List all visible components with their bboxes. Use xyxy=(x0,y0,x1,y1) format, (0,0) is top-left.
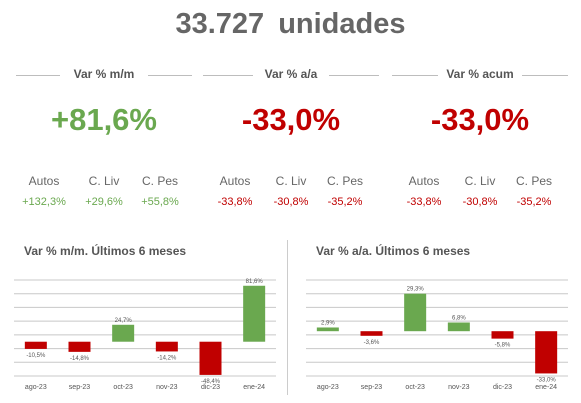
chart-title: Var % a/a. Últimos 6 meses xyxy=(316,244,471,258)
data-label: 24,7% xyxy=(115,318,133,324)
bar-chart-mm: -10,5% ago-23 -14,8% sep-23 24,7% oct-23 -14,2… xyxy=(14,279,276,391)
charts-divider xyxy=(287,240,288,395)
data-label: -5,8% xyxy=(495,343,511,349)
bar-nov-23 xyxy=(447,322,470,332)
breakdown-label-cpes: C. Pes xyxy=(141,174,178,188)
x-tick-label: nov-23 xyxy=(448,384,470,391)
kpi-value: -33,0% xyxy=(430,102,530,137)
bar-oct-23 xyxy=(112,324,135,342)
bar-ago-23 xyxy=(316,327,339,332)
breakdown-value-cliv: +29,6% xyxy=(85,196,123,208)
bar-dic-23 xyxy=(199,341,222,375)
data-label: -3,6% xyxy=(364,340,380,346)
data-label: 81,6% xyxy=(246,279,264,285)
breakdown-value-autos: -33,8% xyxy=(217,196,253,208)
x-tick-label: ago-23 xyxy=(25,384,47,391)
kpi-var-aa: Var % a/a -33,0% Autos C. Liv C. Pes -33… xyxy=(203,66,379,208)
x-tick-label: ene-24 xyxy=(243,384,265,391)
kpi-value: -33,0% xyxy=(241,102,341,137)
total-units-unit: unidades xyxy=(278,8,406,40)
x-tick-label: dic-23 xyxy=(201,384,220,391)
bar-nov-23 xyxy=(155,341,178,352)
bar-sep-23 xyxy=(360,331,383,336)
bar-dic-23 xyxy=(491,331,514,339)
x-tick-label: sep-23 xyxy=(69,384,91,391)
data-label: -10,5% xyxy=(26,353,46,359)
bar-ago-23 xyxy=(24,341,47,349)
breakdown-label-cliv: C. Liv xyxy=(275,174,307,188)
data-label: -14,2% xyxy=(157,355,177,361)
bar-ene-24 xyxy=(243,285,266,342)
breakdown-value-cpes: +55,8% xyxy=(141,196,179,208)
breakdown-value-cpes: -35,2% xyxy=(327,196,363,208)
chart-mm-last-6-months: Var % m/m. Últimos 6 meses -10,5% ago-23-… xyxy=(14,244,276,394)
kpi-var-acum: Var % acum -33,0% Autos C. Liv C. Pes -3… xyxy=(392,66,568,208)
kpi-value: +81,6% xyxy=(50,102,157,137)
x-tick-label: ago-23 xyxy=(317,384,339,391)
data-label: -33,0% xyxy=(537,377,557,383)
breakdown-value-autos: -33,8% xyxy=(406,196,442,208)
breakdown-label-autos: Autos xyxy=(219,174,251,188)
x-tick-label: dic-23 xyxy=(493,384,512,391)
x-tick-label: oct-23 xyxy=(405,384,425,391)
kpi-var-mm: Var % m/m +81,6% Autos C. Liv C. Pes +13… xyxy=(16,66,192,208)
x-tick-label: ene-24 xyxy=(535,384,557,391)
kpi-label: Var % m/m xyxy=(73,67,135,81)
breakdown-label-cpes: C. Pes xyxy=(326,174,363,188)
data-label: 2,9% xyxy=(321,320,335,326)
breakdown-label-autos: Autos xyxy=(408,174,440,188)
bar-oct-23 xyxy=(404,293,427,332)
bar-ene-24 xyxy=(535,331,558,374)
total-units-value: 33.727 xyxy=(175,8,265,40)
breakdown-label-autos: Autos xyxy=(28,174,60,188)
page-title: 33.727 unidades xyxy=(0,8,581,41)
kpi-label: Var % acum xyxy=(446,67,514,81)
breakdown-value-autos: +132,3% xyxy=(22,196,66,208)
x-tick-label: oct-23 xyxy=(113,384,133,391)
x-tick-label: sep-23 xyxy=(361,384,383,391)
breakdown-value-cliv: -30,8% xyxy=(462,196,498,208)
chart-title: Var % m/m. Últimos 6 meses xyxy=(24,244,187,258)
breakdown-label-cliv: C. Liv xyxy=(464,174,496,188)
data-label: 29,3% xyxy=(407,287,425,293)
data-label: 6,8% xyxy=(452,315,466,321)
kpi-label: Var % a/a xyxy=(264,67,318,81)
breakdown-label-cliv: C. Liv xyxy=(88,174,120,188)
breakdown-label-cpes: C. Pes xyxy=(515,174,552,188)
data-label: -48,4% xyxy=(201,379,221,385)
breakdown-value-cpes: -35,2% xyxy=(516,196,552,208)
breakdown-value-cliv: -30,8% xyxy=(273,196,309,208)
bar-chart-aa: 2,9% ago-23 -3,6% sep-23 29,3% oct-23 6,8% nov-… xyxy=(306,279,568,391)
bar-sep-23 xyxy=(68,341,91,352)
x-tick-label: nov-23 xyxy=(156,384,178,391)
data-label: -14,8% xyxy=(70,356,90,362)
chart-aa-last-6-months: Var % a/a. Últimos 6 meses 2,9% ago-23 -3,… xyxy=(306,244,568,394)
